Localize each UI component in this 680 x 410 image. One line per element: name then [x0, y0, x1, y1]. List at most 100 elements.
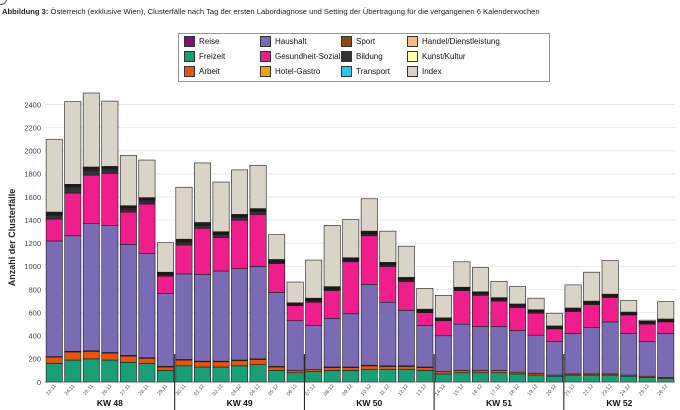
bar-segment-freizeit: [620, 375, 638, 383]
bar-segment-haushalt: [620, 333, 638, 376]
x-tick-label: 11.12: [379, 383, 392, 397]
bar-segment-haushalt: [657, 333, 675, 378]
y-tick-label: 0: [37, 378, 41, 387]
bar-segment-gesundheit-sozial: [490, 300, 508, 327]
x-tick-label: 13.12: [415, 383, 428, 397]
bar-segment-arbeit: [323, 367, 341, 371]
legend-swatch: [184, 36, 195, 47]
bar-segment-haushalt: [416, 325, 434, 368]
bar-segment-freizeit: [175, 365, 193, 383]
legend-item-bildung: Bildung: [341, 51, 383, 62]
bar-segment-arbeit: [45, 356, 63, 364]
bar-segment-bildung: [175, 241, 193, 246]
bar-segment-bildung: [101, 169, 119, 174]
legend-item-reise: Reise: [184, 36, 219, 47]
bar-segment-arbeit: [453, 370, 471, 374]
bar-segment-index: [601, 260, 619, 295]
bar-segment-arbeit: [156, 366, 174, 371]
bar-segment-index: [620, 300, 638, 313]
bar-segment-index: [453, 261, 471, 288]
caption-prefix: Abbildung 3:: [2, 7, 49, 16]
bar-segment-bildung: [64, 187, 82, 194]
bar-segment-haushalt: [509, 330, 526, 373]
bar-segment-gesundheit-sozial: [657, 321, 675, 334]
bar-segment-gesundheit-sozial: [360, 235, 378, 285]
x-tick-label: 28.11: [138, 383, 151, 397]
bar-segment-index: [119, 155, 137, 207]
bar-segment-bildung: [249, 211, 267, 215]
bar-segment-haushalt: [45, 240, 63, 357]
bar-segment-bildung: [138, 200, 156, 205]
y-axis-label: Anzahl der Clusterfälle: [7, 189, 17, 287]
bar-segment-index: [434, 294, 452, 319]
legend-item-gesundheit-sozial: Gesundheit-Sozial: [260, 51, 340, 62]
legend-swatch: [260, 66, 271, 77]
bar-segment-freizeit: [286, 372, 304, 383]
legend-label: Bildung: [356, 52, 383, 61]
bar-segment-gesundheit-sozial: [82, 174, 100, 224]
bar-segment-haushalt: [323, 318, 341, 368]
x-tick-label: 25.11: [82, 383, 95, 397]
bar-segment-gesundheit-sozial: [286, 305, 304, 322]
bar-segment-bildung: [82, 170, 100, 176]
bar-segment-bildung: [119, 208, 137, 213]
bar-segment-freizeit: [416, 370, 434, 383]
y-tick-label: 2400: [24, 100, 41, 109]
y-tick-label: 400: [28, 332, 41, 341]
x-tick-label: 01.12: [193, 383, 206, 397]
bar-segment-bildung: [45, 215, 63, 220]
bar-segment-haushalt: [342, 313, 360, 368]
bar-segment-freizeit: [453, 372, 471, 383]
x-tick-label: 23.12: [601, 383, 614, 397]
bar-segment-arbeit: [342, 367, 360, 371]
bar-segment-arbeit: [397, 366, 415, 370]
legend-label: Kunst/Kultur: [422, 52, 466, 61]
bar-segment-haushalt: [249, 266, 267, 360]
y-tick-label: 200: [28, 355, 41, 364]
bar-segment-arbeit: [82, 351, 100, 360]
x-tick-label: 26.12: [656, 383, 669, 397]
legend-item-sport: Sport: [341, 36, 375, 47]
bar-segment-gesundheit-sozial: [509, 307, 526, 331]
bar-segment-freizeit: [212, 366, 230, 383]
bar-segment-haushalt: [305, 325, 323, 370]
bar-segment-freizeit: [379, 368, 397, 383]
bar-segment-arbeit: [434, 371, 452, 375]
x-tick-label: 30.11: [175, 383, 188, 397]
bar-segment-index: [231, 169, 249, 215]
bar-segment-freizeit: [342, 370, 360, 383]
bar-segment-gesundheit-sozial: [453, 290, 471, 325]
x-tick-label: 24.11: [64, 383, 77, 397]
bar-segment-freizeit: [546, 375, 564, 383]
bar-segment-index: [175, 186, 193, 240]
bar-segment-bildung: [212, 234, 230, 238]
bar-segment-index: [657, 301, 675, 320]
bar-segment-freizeit: [64, 359, 82, 383]
bar-segment-index: [490, 281, 508, 298]
legend-label: Handel/Dienstleistung: [422, 37, 500, 46]
bar-segment-freizeit: [231, 365, 249, 383]
bar-segment-gesundheit-sozial: [268, 263, 286, 293]
bar-segment-freizeit: [397, 368, 415, 383]
bar-segment-haushalt: [379, 301, 397, 367]
bar-segment-arbeit: [286, 370, 304, 374]
bar-segment-haushalt: [194, 274, 211, 362]
x-tick-label: 23.11: [45, 383, 58, 397]
legend-item-haushalt: Haushalt: [260, 36, 307, 47]
bar-segment-gesundheit-sozial: [342, 261, 360, 315]
bar-segment-freizeit: [527, 374, 545, 383]
bar-segment-gesundheit-sozial: [638, 323, 656, 342]
bar-segment-index: [342, 219, 360, 259]
bar-segment-gesundheit-sozial: [138, 203, 156, 254]
bar-segment-haushalt: [453, 323, 471, 371]
bar-segment-index: [286, 281, 304, 304]
bar-segment-haushalt: [138, 253, 156, 359]
legend-swatch: [407, 36, 418, 47]
y-tick-label: 1400: [24, 216, 41, 225]
bar-segment-index: [194, 162, 211, 223]
bar-segment-arbeit: [138, 358, 156, 364]
bar-segment-index: [249, 164, 267, 209]
y-tick-label: 1800: [24, 170, 41, 179]
bar-segment-index: [638, 319, 656, 322]
bar-segment-arbeit: [249, 359, 267, 365]
